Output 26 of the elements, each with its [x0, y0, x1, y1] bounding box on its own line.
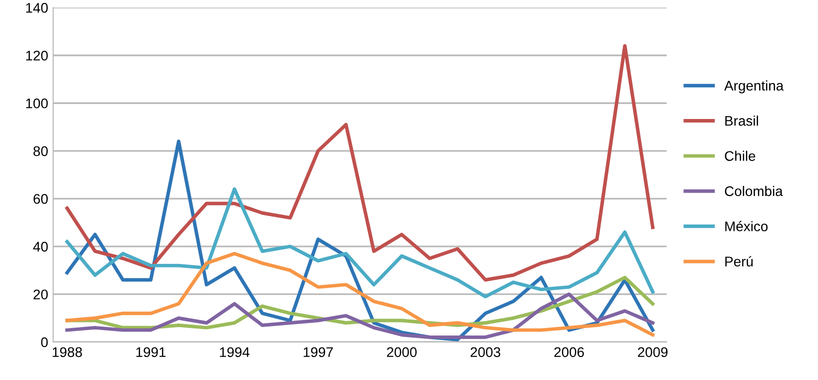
y-tick-label: 20: [34, 290, 48, 300]
x-tick-label: 2009: [638, 347, 668, 358]
x-tick-label: 2006: [554, 347, 584, 358]
y-tick-label: 0: [41, 337, 48, 348]
line-series: [65, 187, 654, 298]
line-series: [65, 252, 654, 337]
x-tick-label: 2000: [387, 347, 417, 358]
legend-label: Colombia: [724, 186, 783, 196]
legend-label: Argentina: [724, 80, 784, 94]
y-tick-label: 60: [34, 194, 48, 204]
legend-label: Chile: [724, 150, 756, 161]
y-tick-label: 120: [26, 50, 48, 61]
x-tick-label: 1994: [220, 347, 250, 358]
y-tick-label: 140: [26, 2, 48, 13]
y-tick-label: 100: [26, 98, 48, 108]
legend-label: Brasil: [725, 116, 758, 126]
y-tick-label: 40: [33, 242, 48, 252]
x-tick-label: 1988: [52, 347, 82, 358]
line-series: [65, 44, 654, 282]
x-tick-label: 1991: [136, 347, 166, 358]
y-tick-label: 80: [33, 146, 48, 156]
legend-label: Perú: [725, 256, 753, 266]
line-series: [65, 292, 654, 339]
legend-label: México: [725, 220, 768, 232]
x-tick-label: 1997: [304, 347, 333, 358]
x-tick-label: 2003: [470, 347, 500, 358]
